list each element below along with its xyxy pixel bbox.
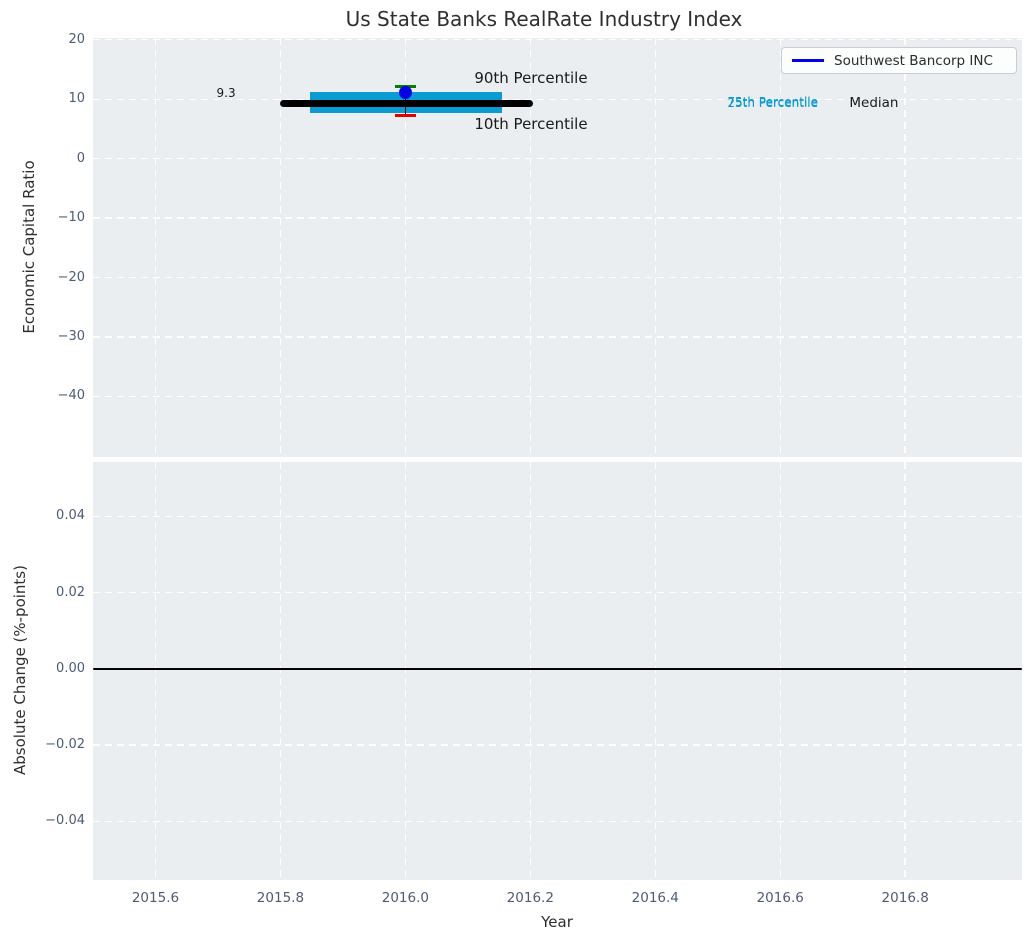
gridline-vertical — [154, 38, 157, 457]
gridline-horizontal — [93, 515, 1022, 518]
top-y-axis-label: Economic Capital Ratio — [20, 160, 38, 334]
annotation-10th-percentile: 10th Percentile — [474, 114, 588, 133]
gridline-vertical — [279, 38, 282, 457]
gridline-vertical — [779, 38, 781, 457]
gridline-vertical — [904, 38, 906, 457]
company-point — [398, 86, 412, 100]
annotation-75th-percentile: 75th Percentile — [727, 95, 819, 110]
gridline-horizontal — [93, 820, 1022, 822]
gridline-horizontal — [93, 744, 1022, 746]
bottom-plot-area — [93, 462, 1022, 880]
gridline-vertical — [654, 38, 656, 457]
percentile-whisker-line — [404, 86, 407, 116]
median-line — [280, 99, 534, 107]
y-tick-label: −20 — [57, 269, 85, 285]
legend: Southwest Bancorp INC — [781, 47, 1017, 74]
x-axis-label: Year — [541, 913, 573, 931]
y-tick-label: 0.04 — [56, 508, 85, 524]
gridline-horizontal — [93, 39, 1022, 41]
gridline-vertical — [779, 462, 781, 880]
annotation-90th-percentile: 90th Percentile — [474, 68, 588, 87]
gridline-vertical — [529, 38, 531, 457]
gridline-horizontal — [93, 217, 1022, 219]
top-plot-area — [93, 38, 1022, 457]
annotation-median-value: 9.3 — [216, 86, 236, 101]
y-tick-label: 20 — [68, 31, 85, 47]
gridline-horizontal — [93, 98, 1022, 100]
y-tick-label: −0.02 — [45, 737, 85, 753]
y-tick-label: −40 — [57, 388, 85, 404]
gridline-vertical — [654, 462, 656, 880]
x-tick-label: 2016.4 — [631, 890, 679, 906]
legend-line-sample — [792, 59, 824, 62]
y-tick-label: 0.02 — [56, 584, 85, 600]
x-tick-label: 2016.2 — [506, 890, 554, 906]
gridline-vertical — [154, 462, 157, 880]
zero-line — [93, 667, 1022, 670]
legend-label: Southwest Bancorp INC — [834, 52, 993, 69]
gridline-horizontal — [93, 591, 1022, 594]
gridline-vertical — [404, 462, 407, 880]
gridline-horizontal — [93, 395, 1022, 398]
y-tick-label: 10 — [68, 91, 85, 107]
gridline-vertical — [904, 462, 906, 880]
annotation-median-label: Median — [849, 94, 899, 111]
y-tick-label: 0 — [76, 150, 85, 166]
x-tick-label: 2016.8 — [881, 890, 929, 906]
x-tick-label: 2016.6 — [756, 890, 804, 906]
y-tick-label: −0.04 — [45, 813, 85, 829]
gridline-vertical — [279, 462, 282, 880]
x-tick-label: 2015.6 — [131, 890, 180, 906]
bottom-y-axis-label: Absolute Change (%-points) — [11, 565, 29, 775]
chart-title: Us State Banks RealRate Industry Index — [345, 7, 743, 31]
x-tick-label: 2016.0 — [381, 890, 429, 906]
gridline-horizontal — [93, 276, 1022, 279]
gridline-horizontal — [93, 157, 1022, 160]
y-tick-label: −30 — [57, 328, 85, 344]
gridline-vertical — [404, 38, 407, 457]
y-tick-label: −10 — [57, 210, 85, 226]
annotation-25th-percentile: 25th Percentile — [727, 96, 819, 111]
gridline-vertical — [529, 462, 531, 880]
x-tick-label: 2015.8 — [256, 890, 305, 906]
percentile-whisker-cap-low — [394, 113, 416, 117]
gridline-horizontal — [93, 336, 1022, 338]
y-tick-label: 0.00 — [56, 660, 85, 676]
